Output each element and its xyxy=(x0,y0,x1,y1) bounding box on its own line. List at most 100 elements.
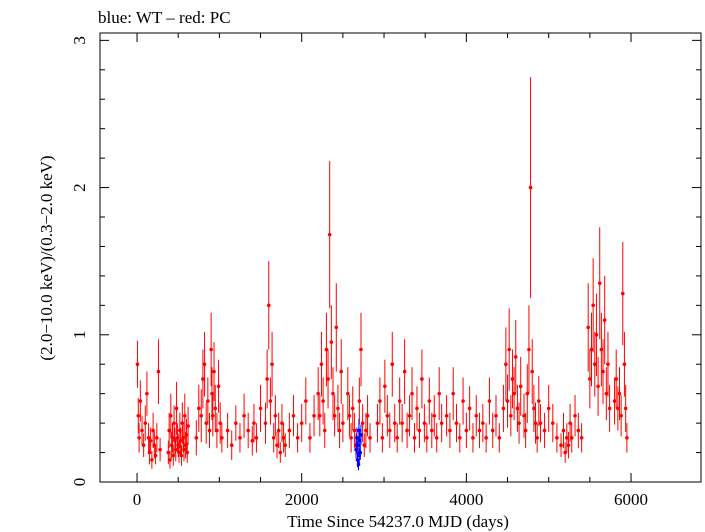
data-point xyxy=(555,436,559,440)
data-point xyxy=(299,421,304,425)
data-point xyxy=(225,428,230,433)
data-point xyxy=(439,421,444,425)
data-point xyxy=(321,399,325,403)
data-point xyxy=(546,406,551,411)
data-point xyxy=(215,428,219,433)
data-point xyxy=(220,436,224,440)
data-point xyxy=(136,413,141,418)
x-tick-label: 0 xyxy=(133,490,142,509)
data-point xyxy=(368,436,372,440)
data-point xyxy=(457,436,462,440)
data-point xyxy=(481,421,485,425)
data-point xyxy=(199,413,204,418)
data-point xyxy=(410,391,414,396)
data-point xyxy=(166,450,171,455)
data-point xyxy=(334,325,339,330)
data-point xyxy=(392,421,397,425)
data-point xyxy=(266,303,271,308)
data-point xyxy=(304,399,308,403)
data-point xyxy=(185,450,190,455)
data-point xyxy=(271,436,276,440)
data-point xyxy=(146,436,151,440)
data-point xyxy=(326,377,330,381)
data-point xyxy=(212,369,216,374)
plot-frame xyxy=(99,32,702,483)
data-point xyxy=(356,443,360,447)
data-point xyxy=(254,436,259,440)
data-point xyxy=(143,421,148,425)
data-point xyxy=(612,399,617,403)
data-point xyxy=(356,462,361,467)
data-point xyxy=(170,436,175,440)
y-tick-label: 1 xyxy=(70,331,89,340)
data-point xyxy=(477,428,482,433)
data-point xyxy=(592,362,597,367)
data-point xyxy=(250,438,255,443)
data-point xyxy=(291,413,296,418)
data-point xyxy=(375,421,380,425)
x-tick-label: 4000 xyxy=(449,490,483,509)
data-point xyxy=(347,413,352,418)
data-point xyxy=(322,428,327,433)
data-point xyxy=(474,413,479,418)
data-point xyxy=(527,347,531,352)
data-point xyxy=(601,369,605,374)
data-point xyxy=(153,453,158,458)
data-point xyxy=(494,413,498,418)
data-point xyxy=(213,406,218,411)
data-point xyxy=(151,428,155,433)
data-point xyxy=(522,413,526,418)
data-point xyxy=(169,413,173,418)
data-point xyxy=(202,362,207,367)
data-point xyxy=(434,436,439,440)
data-point xyxy=(364,428,368,433)
data-point xyxy=(432,413,437,418)
data-point xyxy=(561,428,566,433)
data-point xyxy=(517,421,521,425)
data-point xyxy=(464,428,469,433)
series-wt xyxy=(354,418,363,471)
data-point xyxy=(354,447,358,452)
data-point xyxy=(576,428,581,433)
data-point xyxy=(505,399,510,403)
data-point xyxy=(586,325,591,330)
data-point xyxy=(209,347,213,352)
data-point xyxy=(594,332,599,337)
data-point xyxy=(501,406,506,411)
data-point xyxy=(589,347,594,352)
data-point xyxy=(141,443,146,447)
data-point xyxy=(484,436,488,440)
data-point xyxy=(525,391,530,396)
data-point xyxy=(312,413,316,418)
data-point xyxy=(281,436,286,440)
data-point xyxy=(206,399,210,403)
data-point xyxy=(150,458,154,462)
data-point xyxy=(173,447,178,452)
data-point xyxy=(172,421,176,425)
data-point xyxy=(357,399,362,403)
data-point xyxy=(135,362,140,367)
data-point xyxy=(454,421,459,425)
data-point xyxy=(420,377,424,381)
data-point xyxy=(512,391,516,396)
data-point xyxy=(234,421,238,425)
data-point xyxy=(542,428,547,433)
data-point xyxy=(429,428,434,433)
data-point xyxy=(204,421,209,425)
data-point xyxy=(425,436,429,440)
data-point xyxy=(471,436,475,440)
data-point xyxy=(362,443,367,447)
data-point xyxy=(229,443,234,447)
data-point xyxy=(168,458,172,462)
data-point xyxy=(528,185,533,190)
data-point xyxy=(210,413,215,418)
data-point xyxy=(563,450,567,455)
data-point xyxy=(606,362,610,367)
data-point xyxy=(341,421,345,425)
data-point xyxy=(509,413,513,418)
y-tick-label: 2 xyxy=(70,183,89,192)
data-point xyxy=(604,391,609,396)
data-point xyxy=(467,406,472,411)
data-point xyxy=(318,413,322,418)
